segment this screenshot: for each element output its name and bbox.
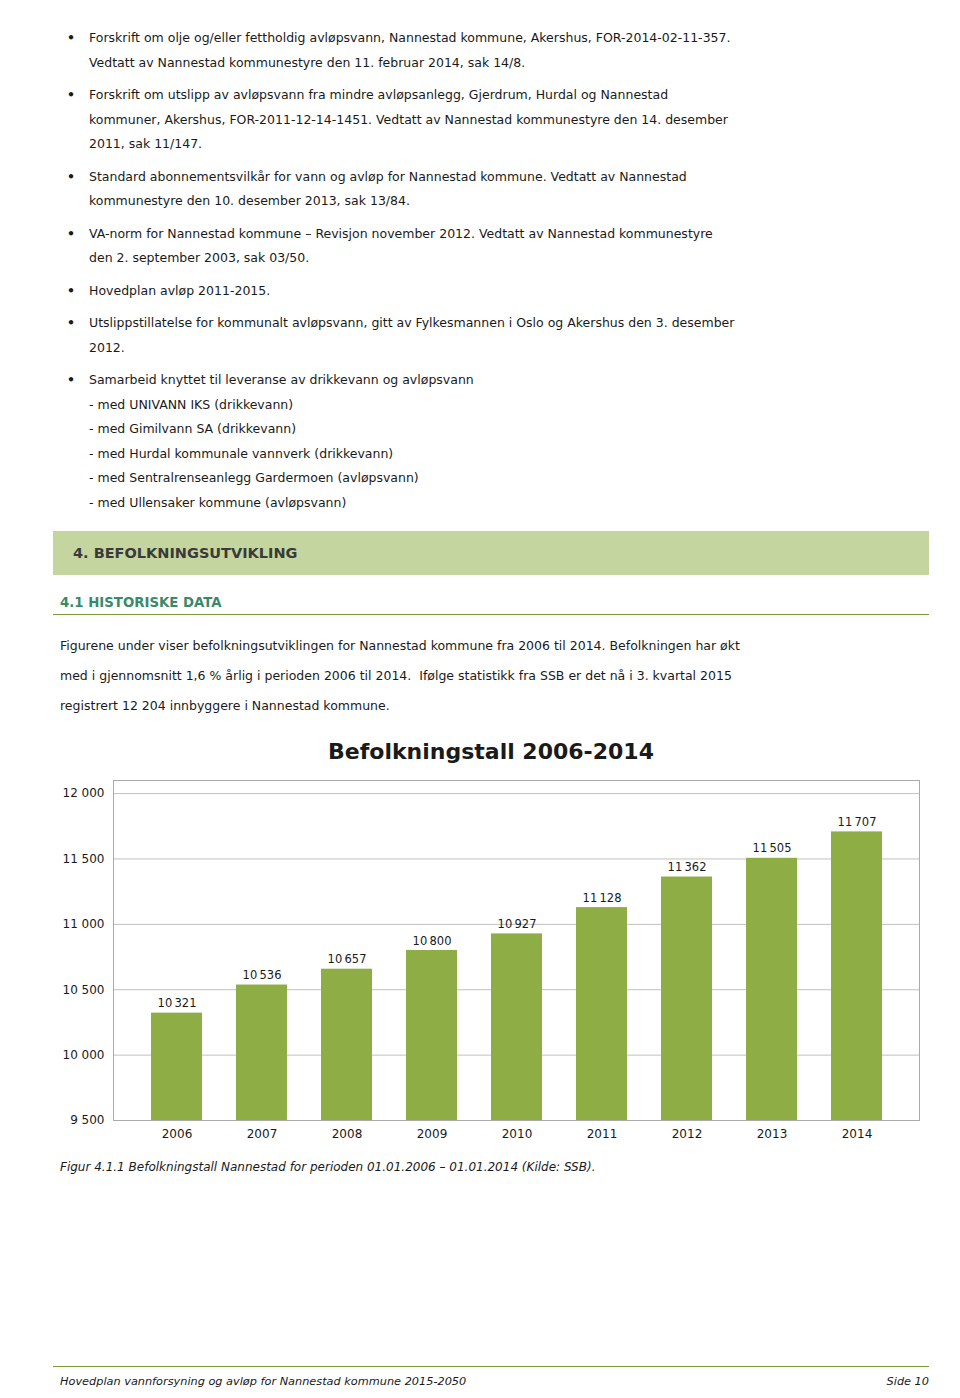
svg-text:9 500: 9 500	[70, 1113, 104, 1127]
svg-text:11 500: 11 500	[63, 852, 105, 866]
html-text:- med UNIVANN IKS (drikkevann): - med UNIVANN IKS (drikkevann)	[89, 396, 294, 412]
svg-text:2011: 2011	[587, 1127, 618, 1141]
html-text:Forskrift om utslipp av avløps: Forskrift om utslipp av avløpsvann fra m…	[89, 87, 669, 102]
svg-text:2014: 2014	[842, 1127, 873, 1141]
html-text:4.1 HISTORISKE DATA: 4.1 HISTORISKE DATA	[60, 595, 222, 610]
svg-text:2009: 2009	[417, 1127, 448, 1141]
html-text:4. BEFOLKNINGSUTVIKLING: 4. BEFOLKNINGSUTVIKLING	[73, 545, 298, 561]
svg-text:11 128: 11 128	[583, 891, 622, 905]
svg-text:2012: 2012	[672, 1127, 703, 1141]
svg-text:2007: 2007	[247, 1127, 278, 1141]
html-text:- med Gimilvann SA (drikkevann: - med Gimilvann SA (drikkevann)	[89, 421, 296, 436]
html-text:2011, sak 11/147.: 2011, sak 11/147.	[89, 136, 203, 151]
html-text:Standard abonnementsvilkår for: Standard abonnementsvilkår for vann og a…	[89, 168, 687, 184]
svg-text:11 000: 11 000	[63, 917, 105, 931]
html-text:kommuner, Akershus, FOR-2011-1: kommuner, Akershus, FOR-2011-12-14-1451.…	[89, 111, 728, 127]
html-text:registrert 12 204 innbyggere i: registrert 12 204 innbyggere i Nannestad…	[60, 698, 390, 713]
svg-text:10 000: 10 000	[63, 1048, 105, 1062]
html-text:- med Sentralrenseanlegg Garde: - med Sentralrenseanlegg Gardermoen (avl…	[89, 470, 419, 485]
html-text:- med Ullensaker kommune (avlø: - med Ullensaker kommune (avløpsvann)	[89, 494, 347, 510]
svg-text:2008: 2008	[332, 1127, 363, 1141]
html-text:Side 10: Side 10	[886, 1375, 929, 1388]
svg-text:11 505: 11 505	[753, 841, 792, 855]
svg-text:11 707: 11 707	[838, 815, 877, 829]
html-text:Hovedplan vannforsyning og avl: Hovedplan vannforsyning og avløp for Nan…	[60, 1375, 467, 1388]
svg-text:12 000: 12 000	[63, 786, 105, 800]
html-text:Hovedplan avløp 2011-2015.: Hovedplan avløp 2011-2015.	[89, 282, 271, 298]
html-text:Figurene under viser befolknin: Figurene under viser befolkningsutviklin…	[60, 638, 740, 653]
html-text:med i gjennomsnitt 1,6 % årlig: med i gjennomsnitt 1,6 % årlig i periode…	[60, 668, 732, 683]
html-text:Samarbeid knyttet til leverans: Samarbeid knyttet til leveranse av drikk…	[89, 372, 474, 387]
svg-text:10 800: 10 800	[413, 934, 452, 948]
html-text:Befolkningstall 2006-2014: Befolkningstall 2006-2014	[328, 739, 654, 764]
html-text:Utslippstillatelse for kommuna: Utslippstillatelse for kommunalt avløpsv…	[89, 315, 735, 330]
svg-text:10 321: 10 321	[158, 996, 197, 1010]
svg-text:10 536: 10 536	[243, 968, 282, 982]
svg-text:10 657: 10 657	[328, 952, 367, 966]
html-text:den 2. september 2003, sak 03/: den 2. september 2003, sak 03/50.	[89, 250, 310, 265]
html-text:- med Hurdal kommunale vannver: - med Hurdal kommunale vannverk (drikkev…	[89, 445, 394, 461]
svg-text:10 927: 10 927	[498, 917, 537, 931]
html-text:Figur 4.1.1 Befolkningstall Na: Figur 4.1.1 Befolkningstall Nannestad fo…	[60, 1160, 596, 1174]
html-text:VA-norm for Nannestad kommune: VA-norm for Nannestad kommune – Revisjon…	[89, 225, 713, 241]
html-text:2012.: 2012.	[89, 339, 125, 355]
svg-text:11 362: 11 362	[668, 860, 707, 874]
html-text:Forskrift om olje og/eller fet: Forskrift om olje og/eller fettholdig av…	[89, 30, 731, 45]
svg-text:2006: 2006	[162, 1127, 193, 1141]
html-text:Vedtatt av Nannestad kommunest: Vedtatt av Nannestad kommunestyre den 11…	[89, 54, 526, 70]
svg-text:2013: 2013	[757, 1127, 788, 1141]
html-text:kommunestyre den 10. desember: kommunestyre den 10. desember 2013, sak …	[89, 193, 410, 208]
svg-text:2010: 2010	[502, 1127, 533, 1141]
svg-text:10 500: 10 500	[63, 983, 105, 997]
